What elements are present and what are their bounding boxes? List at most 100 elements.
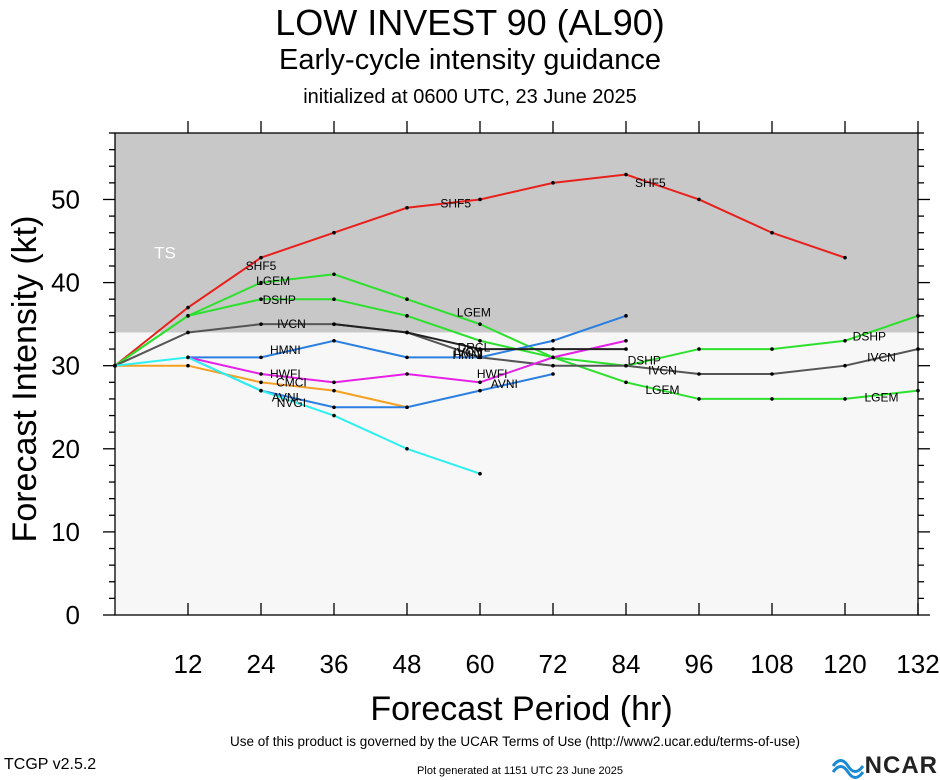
x-tick-label: 48 — [393, 649, 422, 679]
series-label-hwfi: HWFI — [270, 367, 301, 381]
point-ivcn — [697, 372, 701, 376]
point-shf5 — [405, 205, 409, 210]
x-tick-label: 108 — [750, 649, 793, 679]
terms-of-use: Use of this product is governed by the U… — [230, 734, 800, 749]
point-hmni — [259, 355, 263, 360]
point-nvgi — [405, 446, 409, 451]
point-drcl — [551, 347, 555, 351]
point-hwfi — [624, 338, 628, 343]
point-ivcn — [186, 330, 190, 335]
point-shf5 — [186, 305, 190, 310]
point-hmni — [405, 355, 409, 360]
ncar-logo-icon — [831, 759, 864, 779]
series-label-dshp: DSHP — [853, 330, 886, 344]
version-label: TCGP v2.5.2 — [4, 756, 97, 773]
point-nvgi — [186, 355, 190, 360]
x-tick-label: 60 — [466, 649, 495, 679]
point-lgem — [697, 397, 701, 401]
series-label-avni: AVNI — [272, 390, 299, 404]
plot-frame — [114, 132, 919, 616]
point-lgem — [478, 322, 482, 326]
point-dshp — [770, 347, 774, 351]
point-ivcn — [843, 363, 847, 368]
init-time: initialized at 0600 UTC, 23 June 2025 — [303, 86, 637, 108]
series-label-lgem: LGEM — [256, 274, 290, 288]
series-lines — [113, 172, 920, 476]
point-nvgi — [113, 363, 117, 368]
y-tick-label: 0 — [66, 600, 80, 630]
x-tick-label: 72 — [539, 649, 568, 679]
point-dshp — [697, 347, 701, 351]
series-label-lgem: LGEM — [864, 390, 898, 404]
point-cmci — [186, 363, 190, 368]
point-shf5 — [843, 255, 847, 260]
point-shf5 — [551, 181, 555, 185]
point-nvgi — [332, 413, 336, 418]
point-dshp — [332, 297, 336, 302]
point-shf5 — [259, 255, 263, 260]
point-shf5 — [697, 197, 701, 202]
series-label-ivcn: IVCN — [453, 345, 482, 359]
point-drcl — [624, 347, 628, 351]
point-hwfi — [405, 372, 409, 376]
point-cmci — [259, 380, 263, 385]
series-label-ivcn: IVCN — [867, 350, 896, 364]
y-tick-label: 50 — [51, 184, 80, 214]
series-label-shf5: SHF5 — [440, 197, 471, 211]
series-line-lgem — [114, 273, 919, 400]
y-tick-label: 30 — [51, 351, 80, 381]
point-lgem — [405, 297, 409, 302]
point-ivcn — [770, 372, 774, 376]
point-hmni — [551, 338, 555, 343]
point-lgem — [770, 397, 774, 401]
series-label-lgem: LGEM — [645, 383, 679, 397]
point-hwfi — [259, 372, 263, 376]
series-label-hwfi: HWFI — [477, 367, 508, 381]
series-label-lgem: LGEM — [457, 306, 491, 320]
point-dshp — [405, 314, 409, 318]
series-label-hmni: HMNI — [452, 348, 483, 362]
series-label-hmni: HMNI — [270, 343, 301, 357]
chart-title: LOW INVEST 90 (AL90) — [275, 2, 665, 43]
point-avni — [405, 405, 409, 410]
series-label-shf5: SHF5 — [246, 259, 277, 273]
x-axis-title: Forecast Period (hr) — [370, 690, 672, 728]
point-shf5 — [770, 230, 774, 235]
point-nvgi — [478, 471, 482, 476]
y-tick-label: 20 — [51, 434, 80, 464]
point-hwfi — [332, 380, 336, 385]
point-avni — [332, 405, 336, 410]
plot-background: TS — [114, 132, 919, 616]
generated-time: Plot generated at 1151 UTC 23 June 2025 — [417, 765, 623, 777]
point-lgem — [624, 380, 628, 385]
x-tick-label: 12 — [174, 649, 203, 679]
point-nvgi — [259, 388, 263, 393]
point-drcl — [478, 347, 482, 351]
y-tick-label: 10 — [51, 517, 80, 547]
point-ivcn — [259, 322, 263, 326]
point-dshp — [478, 338, 482, 343]
series-label-ivcn: IVCN — [648, 364, 677, 378]
point-dshp — [259, 297, 263, 302]
series-label-nvgi: NVGI — [277, 396, 306, 410]
point-shf5 — [478, 197, 482, 202]
point-drcl — [332, 322, 336, 326]
point-dshp — [916, 314, 920, 318]
point-avni — [478, 388, 482, 393]
series-label-cmci: CMCI — [276, 375, 307, 389]
axis-ticks: 12 24 36 48 60 72 84 96 108 120 132 0 10 20 30 40 50 — [51, 121, 940, 679]
series-line-nvgi — [114, 356, 481, 475]
series-labels: SHF5SHF5SHF5LGEMLGEMLGEMLGEMDSHPDSHPDSHP… — [246, 176, 899, 410]
point-hmni — [478, 355, 482, 360]
point-ivcn — [624, 363, 628, 368]
point-hmni — [332, 338, 336, 343]
point-hwfi — [551, 355, 555, 360]
point-lgem — [259, 280, 263, 285]
y-tick-label: 40 — [51, 268, 80, 298]
series-label-shf5: SHF5 — [635, 176, 666, 190]
point-dshp — [843, 338, 847, 343]
x-tick-label: 96 — [685, 649, 714, 679]
ncar-logo-text: NCAR — [864, 752, 938, 779]
point-lgem — [916, 388, 920, 393]
point-hwfi — [478, 380, 482, 385]
